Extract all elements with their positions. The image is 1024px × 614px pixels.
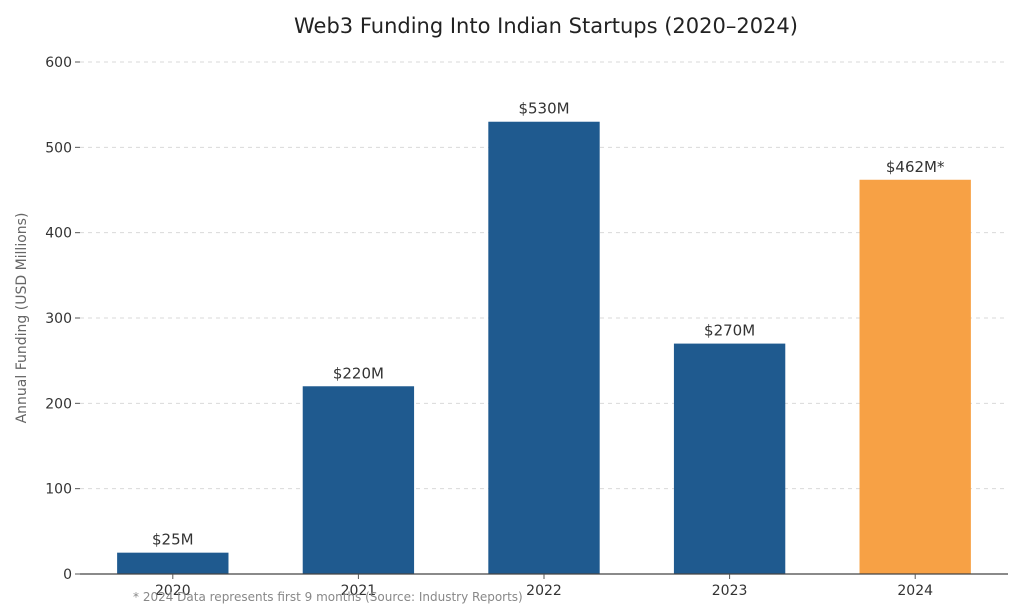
bar-2024 xyxy=(859,179,971,574)
x-tick-label-2022: 2022 xyxy=(526,583,562,599)
data-label-2020: $25M xyxy=(152,531,194,549)
x-tick-label-2021: 2021 xyxy=(341,583,377,599)
bars xyxy=(117,121,971,574)
y-tick-label-200: 200 xyxy=(45,396,72,412)
y-tick-label-600: 600 xyxy=(45,55,72,71)
y-tick-label-500: 500 xyxy=(45,140,72,156)
data-label-2022: $530M xyxy=(518,100,569,118)
y-axis: 0 100 200 300 400 500 600 xyxy=(45,55,80,583)
y-tick-label-0: 0 xyxy=(63,567,72,583)
data-label-2024: $462M* xyxy=(886,158,945,176)
footnote: * 2024 Data represents first 9 months (S… xyxy=(133,590,523,604)
x-tick-label-2024: 2024 xyxy=(897,583,933,599)
chart-title: Web3 Funding Into Indian Startups (2020–… xyxy=(294,14,798,38)
bar-2021 xyxy=(302,386,415,574)
y-tick-label-100: 100 xyxy=(45,482,72,498)
y-tick-label-400: 400 xyxy=(45,226,72,242)
x-axis: 2020 2021 2022 2023 2024 xyxy=(80,573,1008,599)
y-axis-title: Annual Funding (USD Millions) xyxy=(14,213,30,424)
data-label-2021: $220M xyxy=(333,364,384,382)
bar-2020 xyxy=(117,552,229,574)
bar-2023 xyxy=(673,343,786,574)
x-tick-label-2020: 2020 xyxy=(155,583,191,599)
data-labels: $25M $220M $530M $270M $462M* xyxy=(152,100,945,549)
data-label-2023: $270M xyxy=(704,322,755,340)
y-tick-label-300: 300 xyxy=(45,311,72,327)
x-tick-label-2023: 2023 xyxy=(712,583,748,599)
bar-2022 xyxy=(488,121,600,574)
